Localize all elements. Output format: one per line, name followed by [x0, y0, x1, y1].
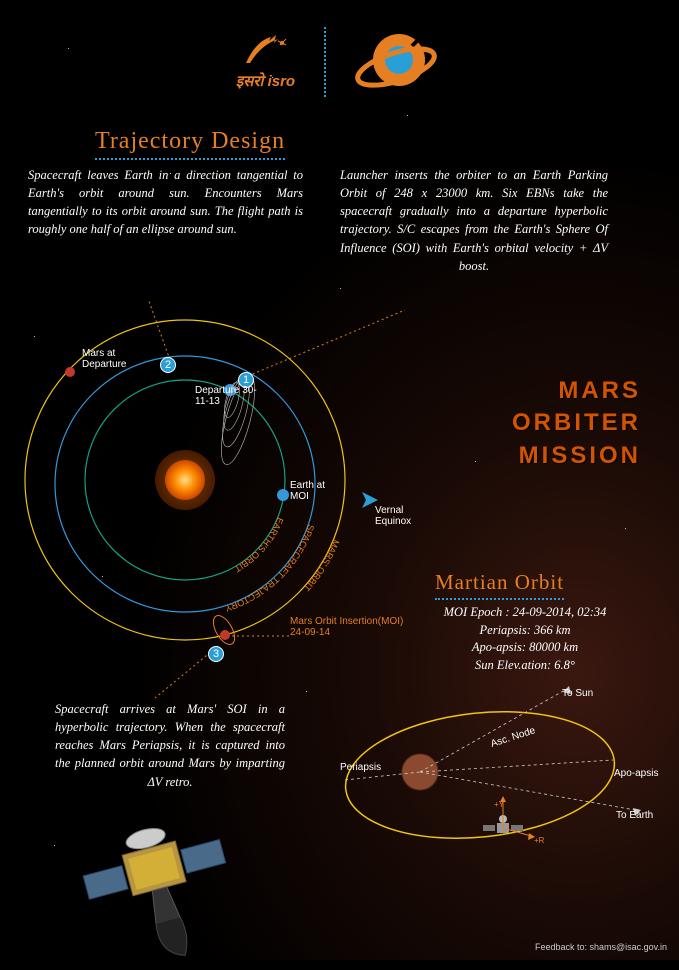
isro-logo: इसरो isro	[236, 33, 296, 91]
step-num-2: 2	[165, 359, 171, 371]
label-mars-departure: Mars at Departure	[82, 348, 152, 370]
mission-title-l2: ORBITER	[512, 407, 641, 439]
moi-epoch: MOI Epoch : 24-09-2014, 02:34	[400, 604, 650, 622]
label-departure-date: Departure 30-11-13	[195, 385, 265, 407]
label-moi: Mars Orbit Insertion(MOI) 24-09-14	[290, 616, 410, 638]
mission-title-l1: MARS	[512, 375, 641, 407]
periapsis-val: Periapsis: 366 km	[400, 622, 650, 640]
header: इसरो isro	[0, 22, 679, 102]
label-r-axis: +R	[534, 836, 544, 845]
label-periapsis: Periapsis	[340, 762, 381, 773]
apoapsis-val: Apo-apsis: 80000 km	[400, 639, 650, 657]
label-earth-moi: Earth at MOI	[290, 480, 340, 502]
martian-orbit-diagram	[335, 680, 675, 900]
svg-text:EARTH'S ORBIT: EARTH'S ORBIT	[232, 516, 285, 574]
isro-text: इसरो isro	[236, 71, 295, 91]
trajectory-para-3: Spacecraft arrives at Mars' SOI in a hyp…	[55, 700, 285, 791]
planet-logo-icon	[354, 22, 444, 102]
spacecraft-icon	[75, 800, 255, 970]
trajectory-para-2: Launcher inserts the orbiter to an Earth…	[340, 166, 608, 275]
martian-orbit-data: MOI Epoch : 24-09-2014, 02:34 Periapsis:…	[400, 604, 650, 674]
trajectory-title-wrap: Trajectory Design	[95, 128, 285, 160]
orbit-diagram: EARTH'S ORBIT SPACECRAFT TRAJECTORY MARS…	[0, 300, 430, 700]
trajectory-title: Trajectory Design	[95, 128, 285, 160]
trajectory-para-1: Spacecraft leaves Earth in a direction t…	[28, 166, 303, 239]
label-y-axis: +Y	[494, 800, 504, 809]
isro-icon	[236, 33, 296, 71]
label-vernal: Vernal Equinox	[375, 505, 435, 527]
label-to-earth: To Earth	[616, 810, 653, 821]
label-to-sun: To Sun	[562, 688, 593, 699]
feedback-text: Feedback to: shams@isac.gov.in	[535, 942, 667, 952]
mission-title-l3: MISSION	[512, 440, 641, 472]
step-num-3: 3	[213, 648, 219, 660]
mission-title: MARS ORBITER MISSION	[512, 375, 641, 472]
header-divider	[324, 27, 326, 97]
label-apoapsis: Apo-apsis	[614, 768, 658, 779]
step-badge-3: 3	[208, 646, 224, 662]
sun-elev: Sun Elev.ation: 6.8°	[400, 657, 650, 675]
step-badge-2: 2	[160, 357, 176, 373]
martian-orbit-title: Martian Orbit	[435, 570, 564, 600]
martian-orbit-title-wrap: Martian Orbit	[435, 570, 564, 600]
